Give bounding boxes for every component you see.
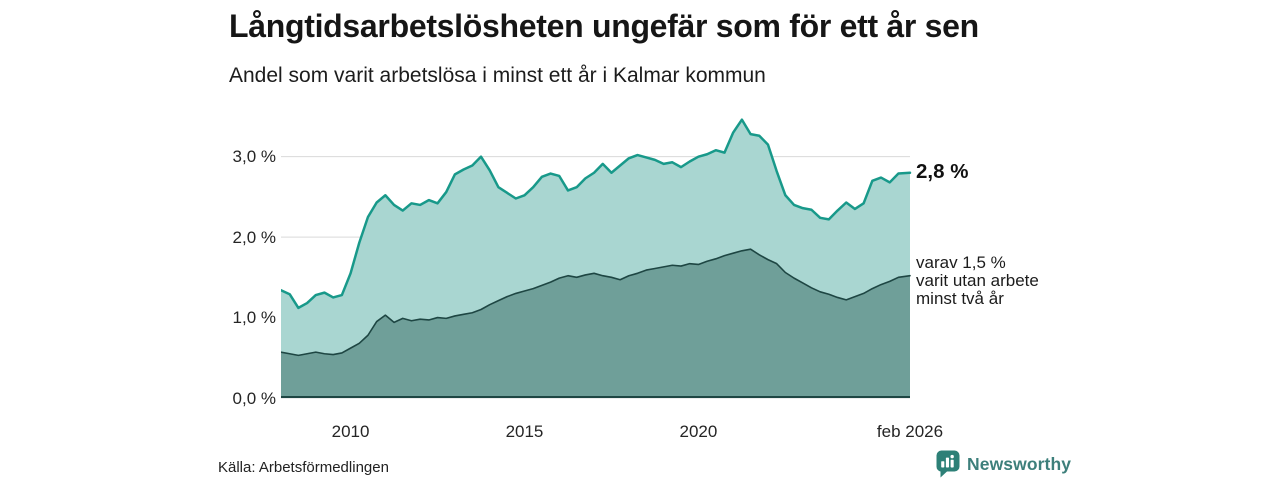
newsworthy-logo-text: Newsworthy <box>967 453 1072 474</box>
chart-subtitle: Andel som varit arbetslösa i minst ett å… <box>229 64 766 87</box>
newsworthy-logo-icon <box>936 450 960 478</box>
newsworthy-logo: Newsworthy <box>936 450 1071 478</box>
series-end-value-label: 2,8 % <box>916 160 969 183</box>
y-axis-tick-label: 2,0 % <box>232 227 276 247</box>
y-axis-tick-label: 1,0 % <box>232 308 276 328</box>
y-axis-tick-label: 3,0 % <box>232 147 276 167</box>
series-dark-annotation-line-3: minst två år <box>916 289 1004 308</box>
x-axis-tick-label: 2020 <box>679 422 718 441</box>
series-dark-annotation: varav 1,5 % varit utan arbete minst två … <box>916 254 1039 308</box>
x-axis-tick-label: 2015 <box>505 422 544 441</box>
x-axis-tick-label: 2010 <box>331 422 370 441</box>
page-title: Långtidsarbetslösheten ungefär som för e… <box>229 8 979 44</box>
series-line-0 <box>281 118 912 310</box>
y-axis-tick-label: 0,0 % <box>232 388 276 408</box>
x-axis-tick-label: feb 2026 <box>876 422 944 441</box>
area-chart <box>281 118 912 399</box>
series-area-1 <box>281 249 910 398</box>
source-credit: Källa: Arbetsförmedlingen <box>218 459 389 476</box>
series-dark-annotation-line-2: varit utan arbete <box>916 271 1039 290</box>
series-dark-annotation-line-1: varav 1,5 % <box>916 253 1006 272</box>
series-line-1 <box>281 248 911 357</box>
